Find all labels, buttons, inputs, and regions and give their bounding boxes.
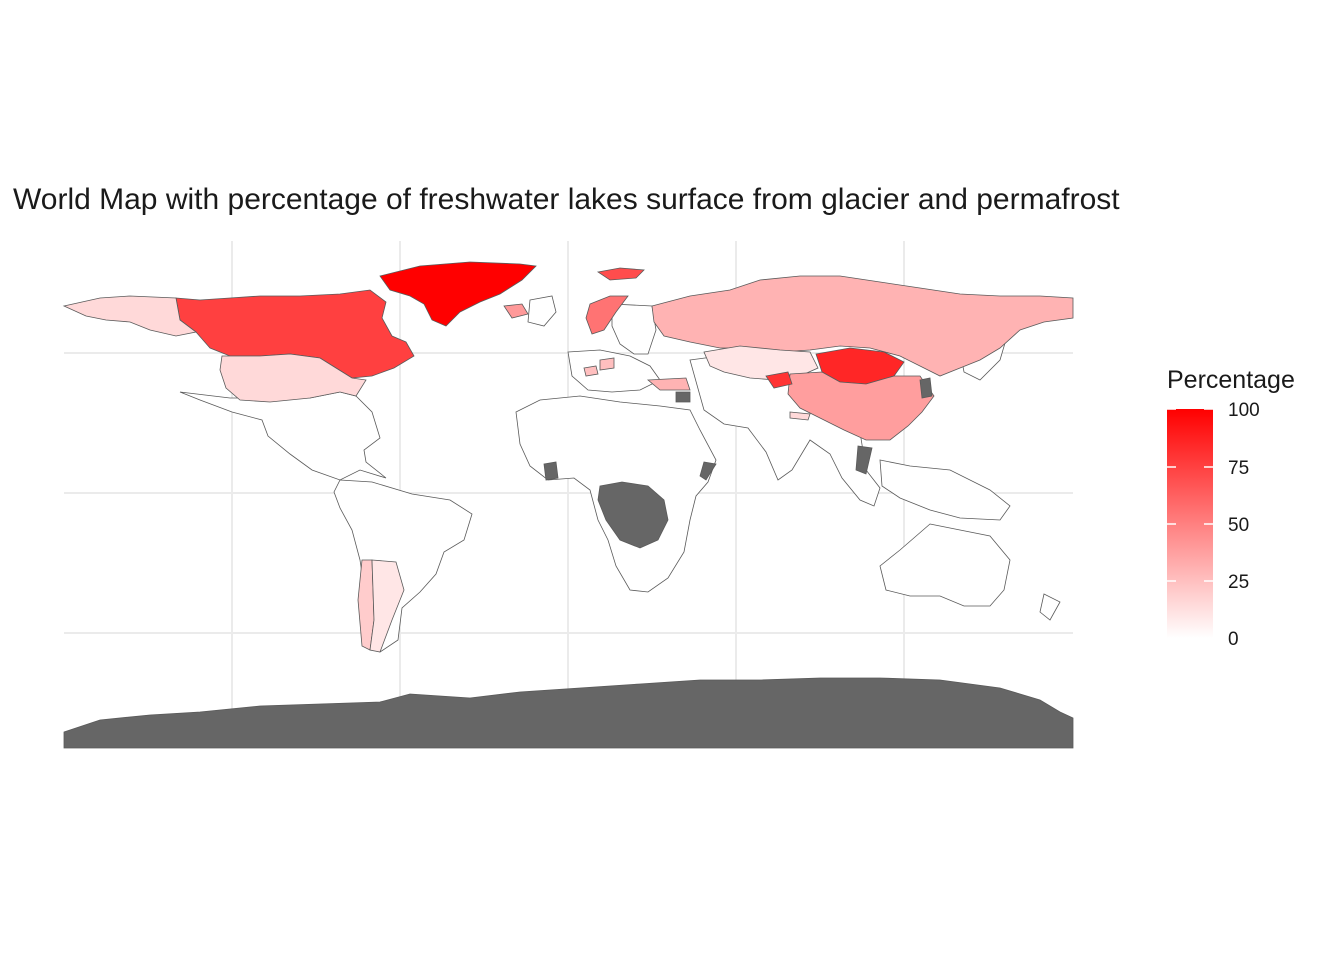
country-turkey [646, 377, 691, 391]
country-syria [675, 391, 691, 403]
country-norway [585, 295, 629, 335]
country-argentina [369, 559, 405, 653]
country-vietnam [855, 445, 873, 475]
legend-title: Percentage [1167, 366, 1295, 394]
country-somalia [699, 461, 717, 481]
country-austria [599, 357, 615, 371]
country-layer [62, 261, 1074, 749]
legend-tick-label: 25 [1228, 572, 1250, 593]
country-no-data [527, 295, 557, 327]
country-no-data [1039, 593, 1061, 621]
legend-tick-label: 0 [1228, 629, 1239, 650]
country-no-data [611, 303, 657, 355]
country-greenland [379, 261, 537, 327]
country-no-data [879, 523, 1011, 607]
country-dr-congo [597, 481, 669, 549]
country-ivory-coast [543, 461, 559, 481]
country-no-data [879, 459, 1011, 521]
country-united-states [219, 353, 367, 403]
country-iceland [503, 303, 529, 319]
country-no-data [333, 479, 473, 653]
legend-tick-label: 100 [1228, 400, 1260, 421]
country-no-data [179, 391, 387, 481]
legend-tick-label: 50 [1228, 515, 1250, 536]
country-china [787, 371, 935, 441]
country-switzerland [583, 365, 599, 377]
legend-tick-marks [1167, 408, 1213, 639]
country-north-korea [919, 377, 933, 399]
country-no-data [567, 349, 661, 393]
country-kyrgyzstan [765, 371, 793, 389]
country-nepal [789, 411, 811, 421]
country-alaska [62, 295, 197, 337]
chart-title: World Map with percentage of freshwater … [13, 183, 1120, 216]
country-svalbard [596, 267, 645, 281]
country-antarctica [63, 677, 1074, 749]
legend-tick-label: 75 [1228, 458, 1250, 479]
